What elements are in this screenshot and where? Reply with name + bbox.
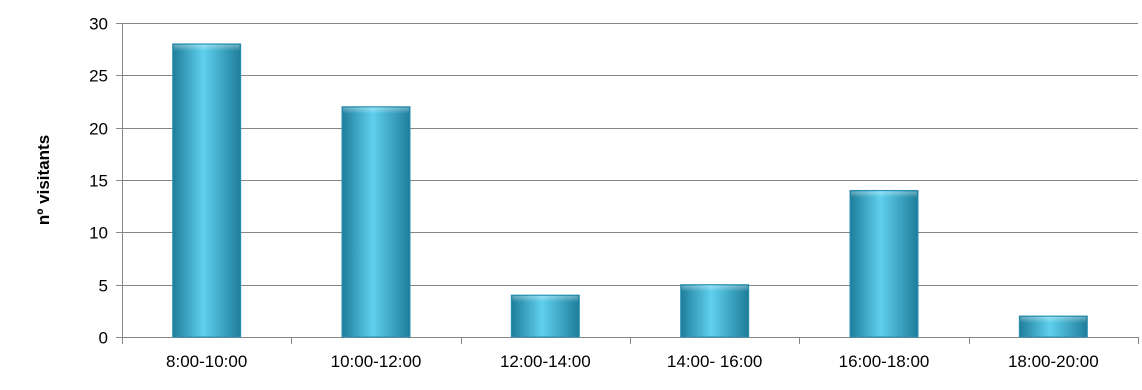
bar-highlight <box>1020 317 1087 324</box>
x-tick-label: 10:00-12:00 <box>331 352 422 371</box>
bar <box>341 106 411 338</box>
bar-body <box>172 43 242 338</box>
y-axis-title: nº visitants <box>34 135 53 225</box>
y-tick-label: 25 <box>89 67 108 86</box>
axes <box>116 23 1139 344</box>
y-tick-label: 15 <box>89 172 108 191</box>
bar-highlight <box>512 296 579 303</box>
bar <box>172 43 242 338</box>
y-tick-label: 5 <box>99 277 108 296</box>
bar-body <box>849 189 919 338</box>
bar-body <box>680 284 750 338</box>
bar-highlight <box>681 285 748 292</box>
bar-highlight <box>343 107 409 114</box>
bar <box>680 284 750 338</box>
bar <box>1018 315 1088 338</box>
y-tick-label: 0 <box>99 329 108 348</box>
x-tick-labels: 8:00-10:00 10:00-12:00 12:00-14:00 14:00- 1… <box>166 352 1099 371</box>
bar-body <box>341 106 411 338</box>
x-tick-label: 16:00-18:00 <box>839 352 930 371</box>
x-tick-label: 18:00-20:00 <box>1008 352 1099 371</box>
y-tick-label: 30 <box>89 15 108 34</box>
x-tick-label: 8:00-10:00 <box>166 352 247 371</box>
y-tick-label: 20 <box>89 120 108 139</box>
gridlines <box>122 23 1138 286</box>
bar-highlight <box>173 44 240 51</box>
y-tick-label: 10 <box>89 224 108 243</box>
x-tick-label: 14:00- 16:00 <box>667 352 762 371</box>
bar <box>510 294 580 338</box>
x-tick-label: 12:00-14:00 <box>500 352 591 371</box>
bar-highlight <box>851 191 917 198</box>
bars <box>172 43 1088 338</box>
bar <box>849 189 919 338</box>
y-tick-labels: 0 5 10 15 20 25 30 <box>89 15 108 348</box>
